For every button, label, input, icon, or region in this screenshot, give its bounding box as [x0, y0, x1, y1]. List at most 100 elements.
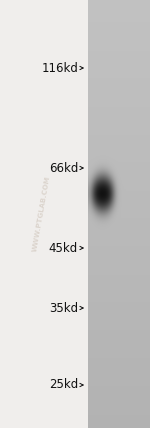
Bar	[88, 368, 150, 370]
Bar	[88, 14, 150, 16]
Bar	[88, 357, 150, 359]
Bar	[88, 300, 150, 302]
Bar	[88, 103, 150, 105]
Bar	[88, 298, 150, 300]
Bar	[88, 27, 150, 29]
Bar	[88, 7, 150, 9]
Text: 35kd: 35kd	[49, 301, 78, 315]
Bar	[88, 381, 150, 383]
Bar	[88, 334, 150, 336]
Bar	[88, 404, 150, 406]
Bar	[88, 127, 150, 129]
Bar	[88, 361, 150, 363]
Bar	[88, 401, 150, 403]
Bar	[88, 421, 150, 423]
Bar	[88, 125, 150, 128]
Bar	[88, 24, 150, 26]
Bar	[88, 411, 150, 413]
Bar	[88, 83, 150, 85]
Bar	[88, 183, 150, 184]
Bar	[88, 243, 150, 244]
Bar	[88, 134, 150, 136]
Bar	[88, 128, 150, 131]
Bar	[88, 377, 150, 379]
Bar	[88, 352, 150, 354]
Bar	[88, 138, 150, 140]
Bar	[88, 51, 150, 54]
Bar	[88, 130, 150, 132]
Bar	[88, 345, 150, 347]
Bar	[88, 348, 150, 350]
Bar	[88, 20, 150, 22]
Bar	[88, 90, 150, 92]
Bar	[88, 95, 150, 98]
Bar	[88, 292, 150, 294]
Bar	[88, 365, 150, 367]
Bar	[88, 18, 150, 21]
Bar	[88, 44, 150, 46]
Bar	[88, 325, 150, 327]
Bar	[88, 81, 150, 83]
Text: 25kd: 25kd	[49, 378, 78, 392]
Bar	[88, 307, 150, 309]
Bar	[88, 254, 150, 256]
Bar	[88, 227, 150, 229]
Bar	[88, 194, 150, 196]
Bar	[88, 4, 150, 6]
Bar	[88, 180, 150, 182]
Bar	[88, 262, 150, 265]
Bar	[88, 355, 150, 357]
Bar	[88, 375, 150, 377]
Bar	[88, 337, 150, 339]
Bar	[88, 416, 150, 419]
Bar	[88, 211, 150, 213]
Bar	[88, 144, 150, 146]
Bar	[88, 360, 150, 362]
Bar	[88, 36, 150, 38]
Bar	[88, 330, 150, 332]
Bar	[88, 364, 150, 366]
Bar	[88, 328, 150, 330]
Bar	[88, 341, 150, 343]
Bar	[88, 47, 150, 49]
Bar	[88, 146, 150, 148]
Bar	[88, 369, 150, 372]
Bar	[88, 140, 150, 142]
Bar	[88, 261, 150, 263]
Bar	[88, 327, 150, 329]
Bar	[88, 101, 150, 103]
Bar	[88, 264, 150, 266]
Bar	[88, 250, 150, 252]
Bar	[88, 108, 150, 110]
Bar	[88, 53, 150, 55]
Bar	[88, 237, 150, 239]
Bar	[88, 167, 150, 169]
Bar	[88, 116, 150, 118]
Bar	[88, 60, 150, 62]
Bar	[88, 107, 150, 109]
Bar	[88, 29, 150, 30]
Bar	[88, 164, 150, 166]
Bar	[88, 408, 150, 410]
Bar	[88, 67, 150, 69]
Bar	[88, 419, 150, 422]
Bar	[88, 147, 150, 149]
Bar	[88, 385, 150, 387]
Bar	[88, 223, 150, 225]
Bar	[88, 315, 150, 317]
Bar	[88, 399, 150, 401]
Bar	[88, 26, 150, 28]
Bar	[88, 371, 150, 373]
Bar	[88, 425, 150, 427]
Bar	[88, 131, 150, 133]
Bar	[88, 80, 150, 82]
Bar	[88, 294, 150, 296]
Bar	[88, 412, 150, 414]
Bar	[88, 388, 150, 390]
Bar	[88, 405, 150, 407]
Bar	[88, 87, 150, 89]
Bar	[88, 304, 150, 306]
Bar	[88, 1, 150, 3]
Bar	[88, 64, 150, 66]
Bar	[88, 178, 150, 180]
